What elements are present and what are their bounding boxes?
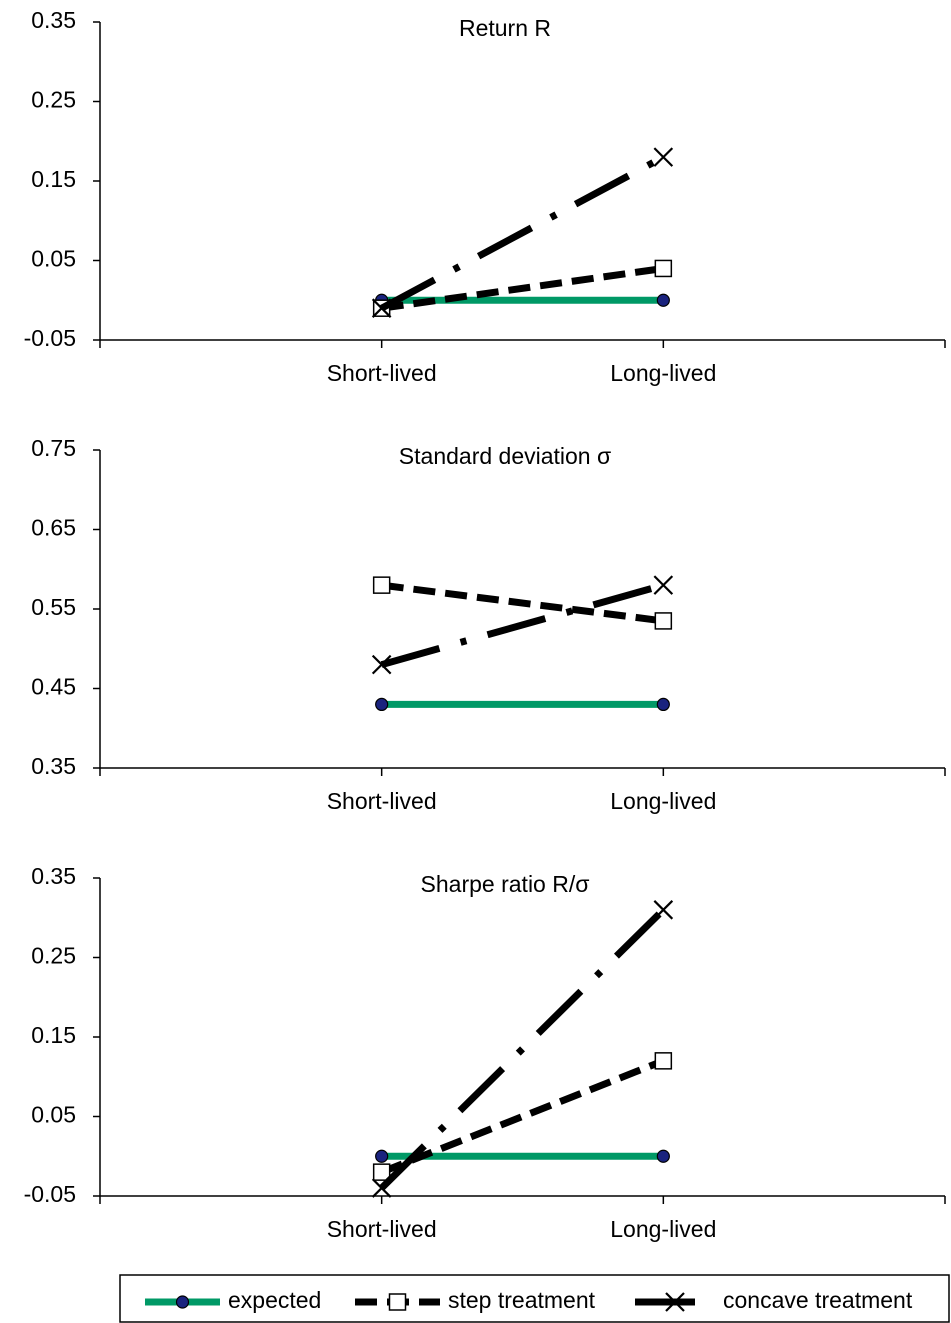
series-line	[379, 907, 666, 1191]
series-line	[381, 264, 664, 312]
series-line	[381, 581, 664, 625]
marker-circle	[375, 697, 389, 712]
series-line	[380, 581, 665, 669]
y-tick-label: 0.05	[31, 246, 76, 272]
legend-label: concave treatment	[723, 1287, 913, 1313]
legend-box	[119, 1274, 950, 1323]
y-tick-label: -0.05	[24, 325, 76, 351]
chart-title: Sharpe ratio R/σ	[421, 871, 590, 897]
y-tick-label: 0.35	[31, 863, 76, 889]
x-tick-label: Long-lived	[610, 1216, 716, 1242]
marker-square	[654, 259, 673, 278]
legend-label: expected	[228, 1287, 321, 1313]
marker-circle	[656, 1149, 670, 1163]
marker-x	[653, 900, 674, 920]
y-tick-label: -0.05	[24, 1181, 76, 1207]
y-tick-label: 0.65	[31, 515, 76, 541]
x-tick-label: Short-lived	[327, 360, 437, 386]
marker-square	[372, 1163, 391, 1181]
legend-marker	[175, 1295, 190, 1309]
y-tick-label: 0.15	[31, 166, 76, 192]
legend-marker	[388, 1293, 407, 1311]
y-tick-label: 0.25	[31, 943, 76, 969]
y-tick-label: 0.75	[31, 435, 76, 461]
x-tick-label: Long-lived	[610, 788, 716, 814]
marker-square	[654, 612, 673, 630]
chart-title: Standard deviation σ	[399, 443, 611, 469]
series-line	[380, 1057, 665, 1176]
y-tick-label: 0.25	[31, 87, 76, 113]
marker-circle	[656, 697, 670, 712]
y-tick-label: 0.35	[31, 753, 76, 779]
x-tick-label: Long-lived	[610, 360, 716, 386]
marker-x	[371, 298, 392, 318]
marker-circle	[656, 293, 670, 307]
y-tick-label: 0.05	[31, 1102, 76, 1128]
marker-square	[654, 1052, 673, 1070]
series-line	[380, 154, 665, 312]
marker-x	[653, 147, 674, 167]
marker-circle	[375, 1149, 389, 1163]
marker-x	[653, 575, 674, 595]
x-tick-label: Short-lived	[327, 788, 437, 814]
marker-square	[372, 576, 391, 594]
y-tick-label: 0.15	[31, 1022, 76, 1048]
y-tick-label: 0.35	[31, 7, 76, 33]
legend-marker	[665, 1292, 685, 1312]
y-tick-label: 0.55	[31, 594, 76, 620]
x-tick-label: Short-lived	[327, 1216, 437, 1242]
marker-x	[371, 1178, 392, 1198]
chart-title: Return R	[459, 15, 551, 41]
legend-label: step treatment	[448, 1287, 596, 1313]
y-tick-label: 0.45	[31, 674, 76, 700]
marker-x	[371, 654, 392, 675]
